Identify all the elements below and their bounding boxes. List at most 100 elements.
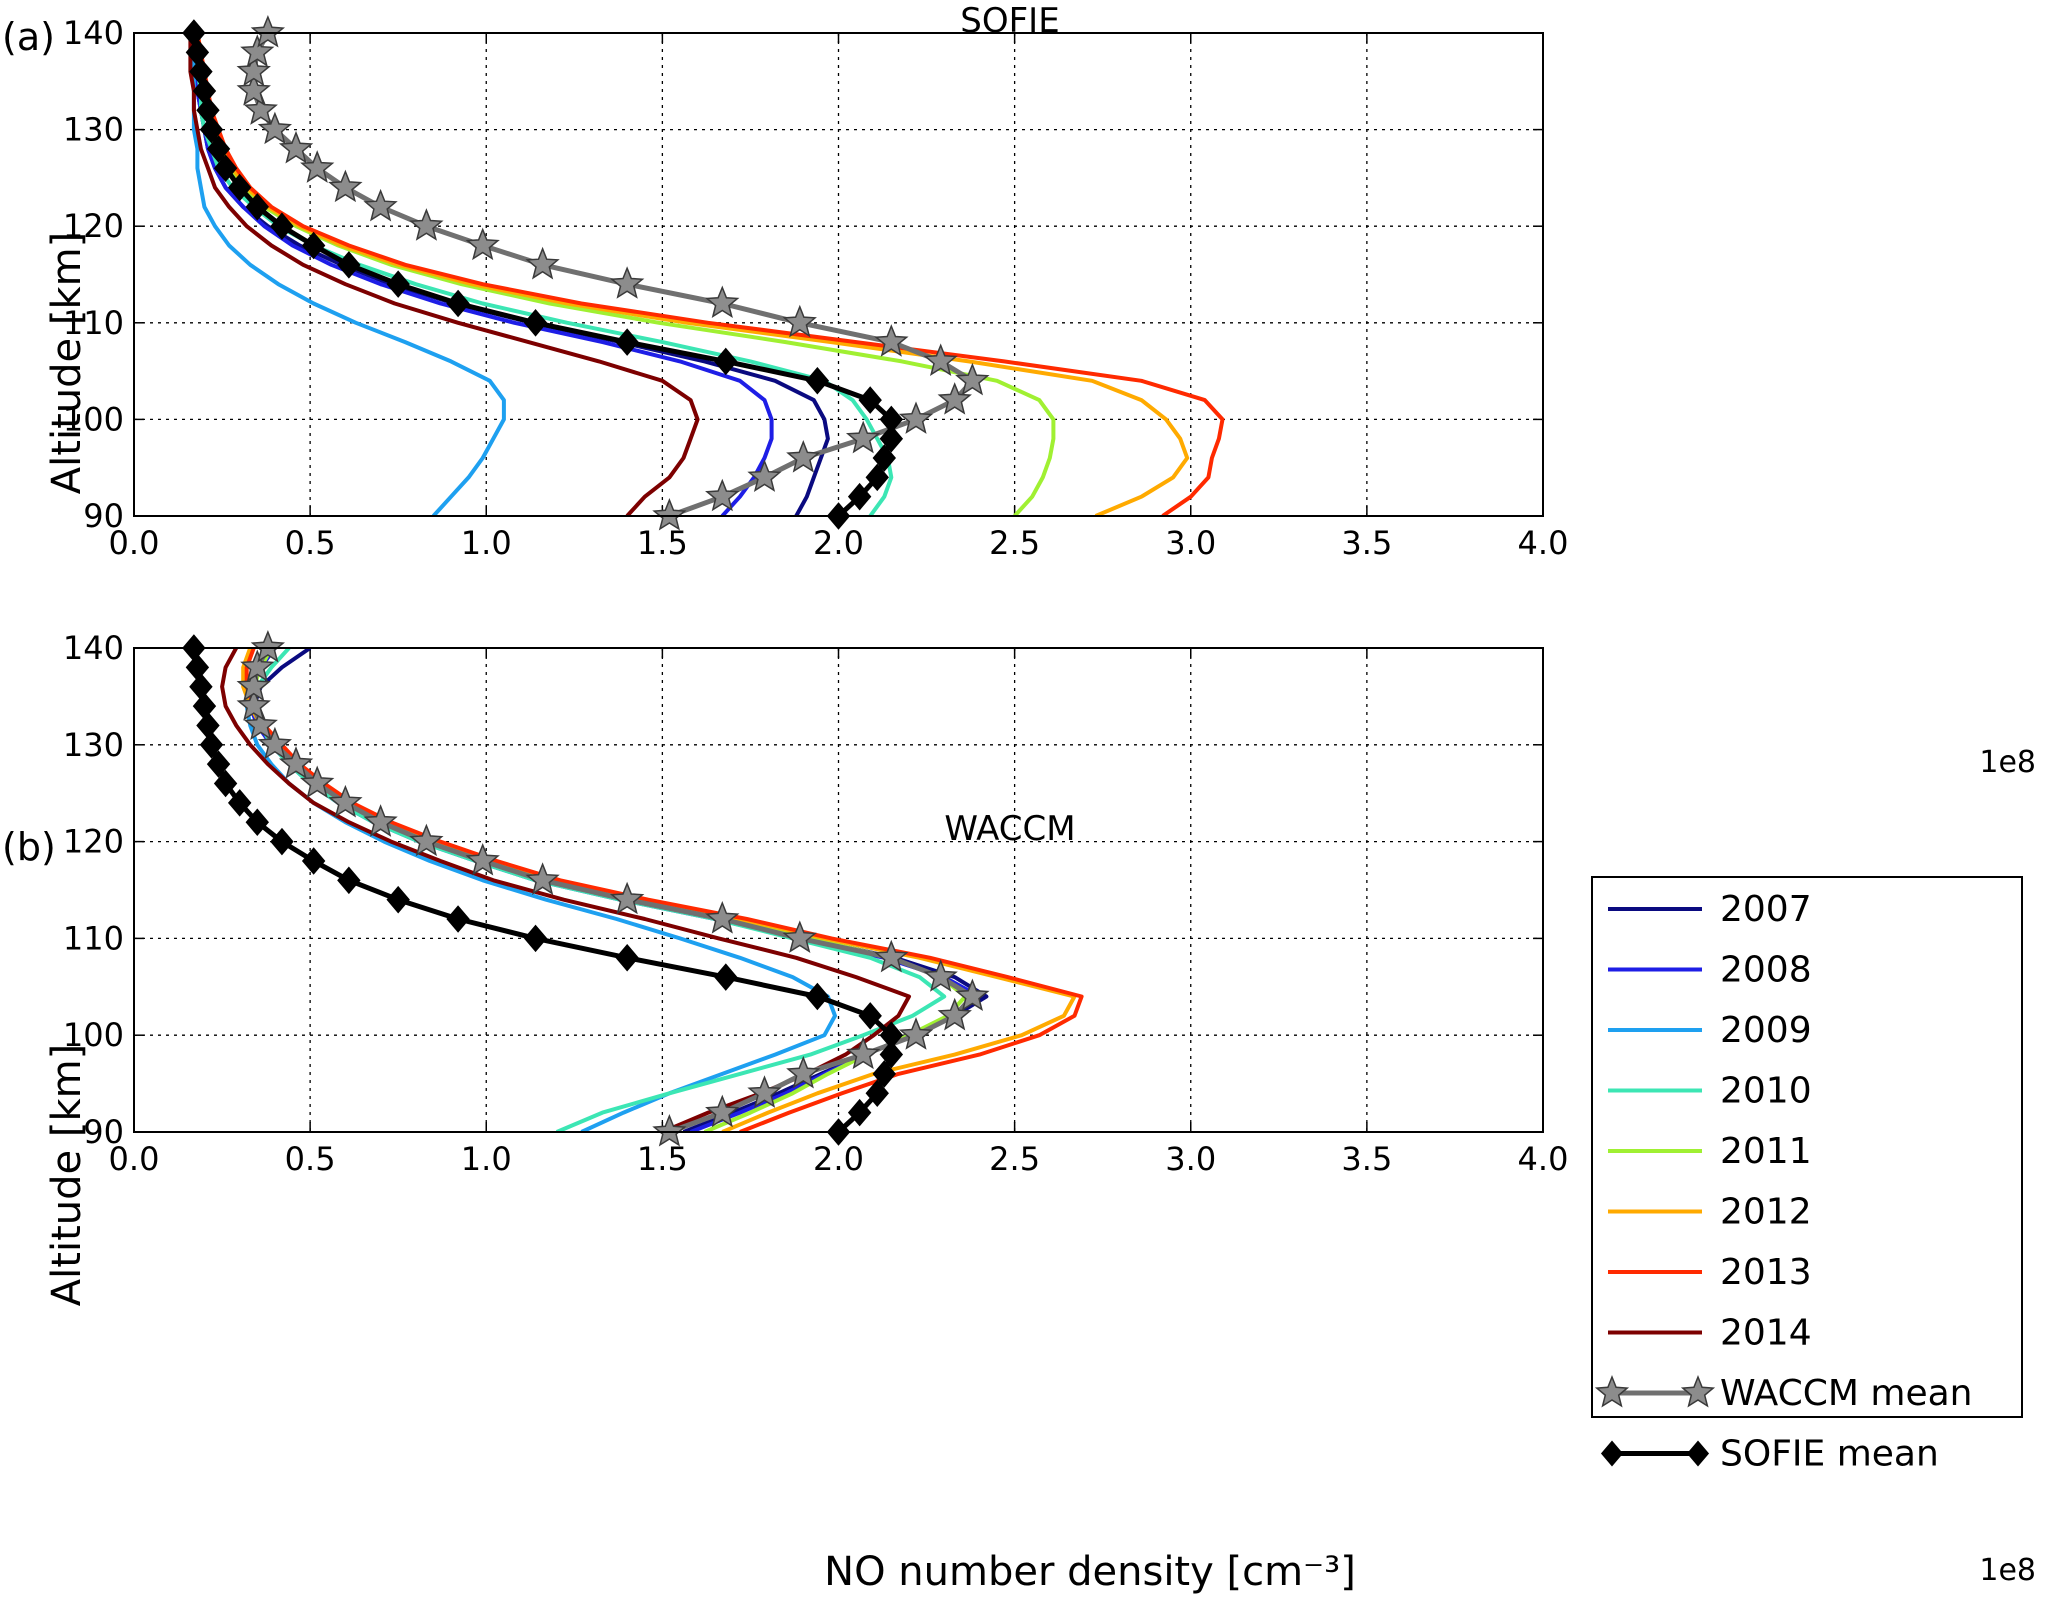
plot-area-sofie: 0.0 0.5 1.0 1.5 2.0 2.5 3.0 3.5 4.0 90 100 110 120 13…: [63, 14, 1569, 562]
waccm-mean-point: [937, 382, 972, 415]
legend-label: 2007: [1720, 889, 1812, 930]
sofie-mean-point: [386, 270, 410, 298]
series-line-2009: [244, 648, 837, 1132]
legend-label: WACCM mean: [1720, 1373, 1973, 1414]
waccm-mean-point: [955, 362, 990, 396]
waccm-mean-point: [363, 188, 398, 222]
sofie-mean-point: [199, 731, 224, 759]
x-tick-label: 4.0: [1518, 524, 1569, 562]
sofie-mean-point: [245, 808, 269, 837]
waccm-mean-point: [898, 401, 934, 434]
waccm-mean-point: [363, 804, 398, 837]
panel-title-sofie: SOFIE: [960, 1, 1059, 41]
waccm-mean-point: [874, 939, 909, 973]
y-tick-label: 100: [63, 1016, 124, 1054]
panel-tag-a: (a): [2, 15, 55, 59]
grid-lines-a: [133, 32, 1544, 517]
waccm-mean-point: [236, 668, 271, 702]
waccm-mean-point: [747, 459, 782, 492]
legend-label: 2009: [1720, 1010, 1812, 1051]
sofie-mean-point: [858, 386, 882, 414]
legend-label: 2011: [1720, 1131, 1812, 1172]
y-tick-label: 130: [63, 726, 124, 764]
sofie-mean-point: [337, 866, 361, 895]
waccm-mean-point: [782, 304, 817, 338]
sofie-mean-point: [714, 347, 738, 376]
legend-label: 2013: [1720, 1252, 1812, 1293]
x-tick-label: 0.5: [285, 1140, 336, 1178]
x-tick-label: 0.5: [285, 524, 336, 562]
sofie-mean-point: [213, 154, 238, 183]
waccm-mean-point: [937, 997, 972, 1031]
x-tick-label: 1.5: [637, 524, 688, 562]
y-tick-label: 140: [63, 629, 124, 667]
sofie-mean-point: [865, 463, 889, 492]
panel-title-waccm: WACCM: [944, 809, 1075, 849]
waccm-mean-point: [236, 688, 271, 721]
sofie-mean-point: [879, 405, 904, 434]
waccm-mean-point: [845, 1036, 881, 1070]
y-tick-label: 120: [63, 823, 124, 861]
waccm-mean-point: [278, 746, 314, 779]
waccm-mean-point: [278, 130, 314, 164]
waccm-mean-point: [705, 1094, 740, 1128]
plot-frame-a: [133, 32, 1544, 517]
sofie-mean-point: [865, 1079, 889, 1108]
x-tick-label: 1.0: [461, 524, 512, 562]
waccm-mean-point: [240, 649, 275, 682]
legend-label: 2010: [1720, 1071, 1812, 1112]
waccm-mean-point: [923, 343, 958, 377]
waccm-mean-point: [328, 784, 363, 818]
x-tick-label: 1.0: [461, 1140, 512, 1178]
waccm-mean-point: [236, 53, 271, 87]
y-tick-label: 130: [63, 111, 124, 149]
x-tick-label: 3.0: [1165, 1140, 1216, 1178]
waccm-mean-point: [786, 1055, 821, 1089]
y-tick-label: 110: [63, 919, 124, 957]
sofie-mean-point: [446, 289, 470, 318]
series-line-2008: [191, 33, 774, 516]
sofie-mean-point: [185, 653, 210, 682]
series-group-b: [191, 648, 1084, 1132]
series-line-2007: [251, 648, 989, 1132]
sofie-mean-point: [523, 924, 548, 953]
series-line-2007: [191, 33, 830, 516]
legend-label: SOFIE mean: [1720, 1434, 1939, 1475]
sofie-mean-point: [523, 309, 548, 337]
y-tick-label: 140: [63, 14, 124, 52]
sofie-mean-point: [879, 1040, 904, 1069]
x-axis-label: NO number density [cm⁻³]: [824, 1549, 1356, 1595]
legend-label: 2014: [1720, 1313, 1812, 1354]
waccm-mean-point: [409, 208, 444, 241]
waccm-mean-point: [236, 72, 271, 106]
sofie-mean-point: [446, 905, 470, 933]
y-tick-label: 90: [83, 1113, 124, 1151]
waccm-mean-point: [845, 420, 881, 454]
sofie-mean-point: [301, 847, 326, 875]
y-tick-label: 110: [63, 304, 124, 342]
sofie-mean-point: [245, 193, 269, 221]
legend-label: 2008: [1720, 950, 1812, 991]
x-exponent-label-a: 1e8: [1979, 745, 2036, 780]
x-tick-label: 2.0: [813, 1140, 864, 1178]
x-tick-label: 4.0: [1518, 1140, 1569, 1178]
x-tick-label: 2.5: [989, 524, 1040, 562]
waccm-mean-point: [874, 324, 909, 357]
panel-waccm: (b) WACCM 0.0 0.5 1.0 1.5 2.0 2.5 3.0 3.5 4.0 90 1…: [2, 629, 2036, 1595]
legend: 2007 2008 2009 2010 2011 2012 2013 2014 WACCM me…: [1591, 876, 2023, 1475]
x-exponent-label-b: 1e8: [1979, 1553, 2036, 1588]
sofie-mean-point: [615, 328, 639, 356]
waccm-mean-point: [300, 765, 335, 799]
waccm-mean-point: [955, 978, 990, 1012]
sofie-mean-point: [615, 943, 639, 972]
y-axis-label-a: Altitude [km]: [44, 232, 90, 494]
sofie-mean-point: [879, 424, 904, 453]
series-line-2014: [188, 33, 700, 516]
legend-star-marker: [1594, 1374, 1630, 1408]
x-tick-label: 2.0: [813, 524, 864, 562]
sofie-mean-point: [847, 1098, 872, 1127]
waccm-mean-point: [250, 14, 286, 48]
y-tick-label: 100: [63, 400, 124, 438]
sofie-mean-point: [847, 482, 872, 511]
